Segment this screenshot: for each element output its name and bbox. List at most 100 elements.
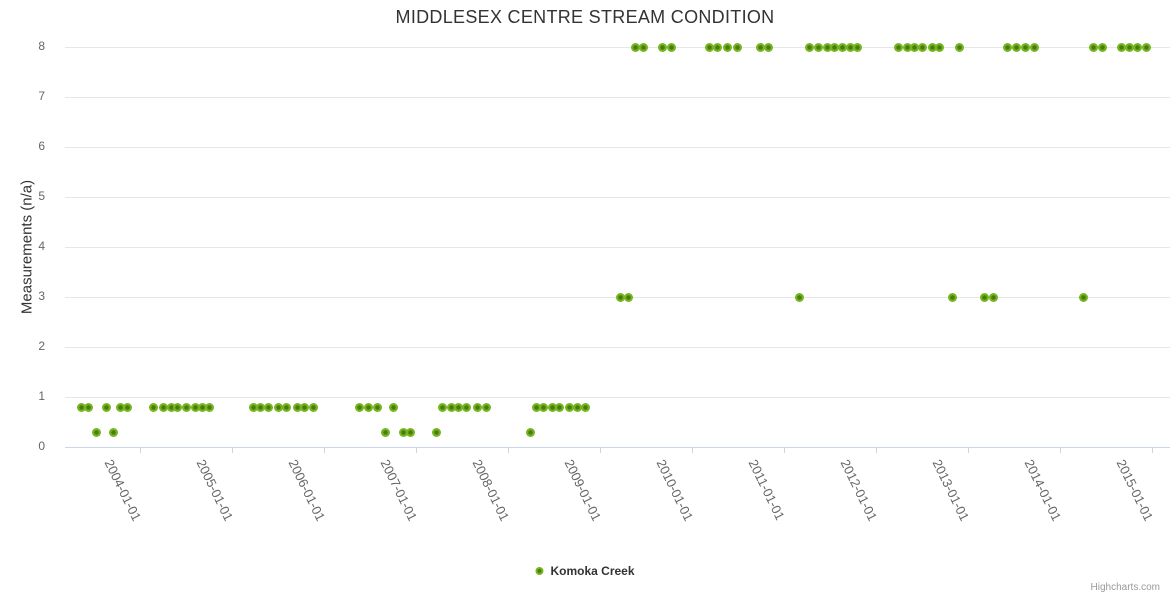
legend-marker-icon — [535, 567, 544, 575]
data-point[interactable] — [264, 402, 274, 412]
x-axis-label: 2013-01-01 — [929, 457, 973, 524]
data-point[interactable] — [1132, 42, 1142, 52]
data-point[interactable] — [92, 427, 102, 437]
data-point[interactable] — [667, 42, 677, 52]
y-gridline — [65, 196, 1170, 198]
data-point[interactable] — [910, 42, 920, 52]
data-point[interactable] — [763, 42, 773, 52]
data-point[interactable] — [947, 292, 957, 302]
x-axis-tick — [232, 447, 234, 453]
data-point[interactable] — [1142, 42, 1152, 52]
chart-title: MIDDLESEX CENTRE STREAM CONDITION — [395, 7, 775, 27]
x-axis-label: 2009-01-01 — [561, 457, 605, 524]
data-point[interactable] — [108, 427, 118, 437]
data-point[interactable] — [149, 402, 159, 412]
data-point[interactable] — [300, 402, 310, 412]
data-point[interactable] — [755, 42, 765, 52]
data-point[interactable] — [838, 42, 848, 52]
data-point[interactable] — [935, 42, 945, 52]
data-point[interactable] — [705, 42, 715, 52]
data-point[interactable] — [190, 402, 200, 412]
data-point[interactable] — [532, 402, 542, 412]
data-point[interactable] — [615, 292, 625, 302]
data-point[interactable] — [273, 402, 283, 412]
data-point[interactable] — [805, 42, 815, 52]
data-point[interactable] — [822, 42, 832, 52]
data-point[interactable] — [1012, 42, 1022, 52]
data-point[interactable] — [547, 402, 557, 412]
data-point[interactable] — [482, 402, 492, 412]
data-point[interactable] — [525, 427, 535, 437]
data-point[interactable] — [398, 427, 408, 437]
data-point[interactable] — [355, 402, 365, 412]
data-point[interactable] — [638, 42, 648, 52]
data-point[interactable] — [158, 402, 168, 412]
data-point[interactable] — [853, 42, 863, 52]
data-point[interactable] — [989, 292, 999, 302]
data-point[interactable] — [102, 402, 112, 412]
data-point[interactable] — [830, 42, 840, 52]
data-point[interactable] — [281, 402, 291, 412]
legend-item-komoka-creek[interactable]: Komoka Creek — [535, 564, 635, 578]
data-point[interactable] — [248, 402, 258, 412]
data-point[interactable] — [116, 402, 126, 412]
data-point[interactable] — [462, 402, 472, 412]
data-point[interactable] — [555, 402, 565, 412]
data-point[interactable] — [431, 427, 441, 437]
data-point[interactable] — [205, 402, 215, 412]
data-point[interactable] — [446, 402, 456, 412]
x-axis-label: 2014-01-01 — [1021, 457, 1065, 524]
data-point[interactable] — [166, 402, 176, 412]
data-point[interactable] — [1088, 42, 1098, 52]
data-point[interactable] — [572, 402, 582, 412]
data-point[interactable] — [406, 427, 416, 437]
data-point[interactable] — [308, 402, 318, 412]
data-point[interactable] — [363, 402, 373, 412]
data-point[interactable] — [372, 402, 382, 412]
data-point[interactable] — [565, 402, 575, 412]
data-point[interactable] — [1029, 42, 1039, 52]
data-point[interactable] — [902, 42, 912, 52]
data-point[interactable] — [630, 42, 640, 52]
data-point[interactable] — [893, 42, 903, 52]
data-point[interactable] — [381, 427, 391, 437]
data-point[interactable] — [580, 402, 590, 412]
highcharts-credit-link[interactable]: Highcharts.com — [1090, 582, 1160, 593]
data-point[interactable] — [453, 402, 463, 412]
data-point[interactable] — [122, 402, 132, 412]
data-point[interactable] — [388, 402, 398, 412]
y-axis-label: 2 — [38, 339, 45, 353]
data-point[interactable] — [732, 42, 742, 52]
data-point[interactable] — [1078, 292, 1088, 302]
data-point[interactable] — [438, 402, 448, 412]
data-point[interactable] — [658, 42, 668, 52]
data-point[interactable] — [198, 402, 208, 412]
data-point[interactable] — [1125, 42, 1135, 52]
data-point[interactable] — [723, 42, 733, 52]
data-point[interactable] — [1003, 42, 1013, 52]
data-point[interactable] — [624, 292, 634, 302]
data-point[interactable] — [795, 292, 805, 302]
data-point[interactable] — [980, 292, 990, 302]
data-point[interactable] — [955, 42, 965, 52]
data-point[interactable] — [1097, 42, 1107, 52]
data-point[interactable] — [173, 402, 183, 412]
data-point[interactable] — [813, 42, 823, 52]
data-point[interactable] — [473, 402, 483, 412]
data-point[interactable] — [713, 42, 723, 52]
data-point[interactable] — [845, 42, 855, 52]
data-point[interactable] — [1020, 42, 1030, 52]
data-point[interactable] — [256, 402, 266, 412]
data-point[interactable] — [539, 402, 549, 412]
x-axis-tick — [968, 447, 970, 453]
y-gridline — [65, 346, 1170, 348]
data-point[interactable] — [927, 42, 937, 52]
data-point[interactable] — [76, 402, 86, 412]
data-point[interactable] — [182, 402, 192, 412]
data-point[interactable] — [1117, 42, 1127, 52]
data-point[interactable] — [292, 402, 302, 412]
y-gridline — [65, 96, 1170, 98]
data-point[interactable] — [918, 42, 928, 52]
data-point[interactable] — [84, 402, 94, 412]
x-axis-tick — [784, 447, 786, 453]
